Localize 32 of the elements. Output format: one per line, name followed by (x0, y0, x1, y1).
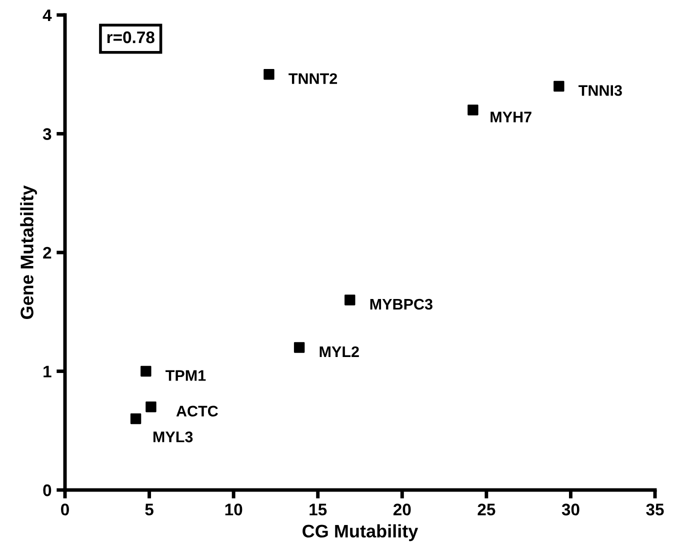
y-tick-label: 4 (42, 10, 52, 22)
y-tick-label: 0 (43, 484, 52, 496)
point (140, 366, 152, 377)
point (468, 104, 478, 116)
x-tick-label: 35 (646, 504, 664, 516)
annotation: MYL2 (320, 346, 359, 358)
x-tick-label: 20 (393, 504, 411, 516)
annotation: ACTC (176, 406, 218, 417)
x-tick-label: 25 (478, 504, 496, 516)
point (264, 69, 274, 80)
x-tick-label: 15 (310, 504, 327, 516)
annotation: TNNT2 (288, 73, 338, 84)
point (146, 402, 156, 412)
x-tick-label: 10 (225, 504, 242, 516)
x-tick-label: 30 (562, 504, 580, 516)
x-tick-label: 0 (61, 504, 69, 516)
y-axis-title: Gene Mutability (20, 185, 37, 319)
y-tick-label: 3 (42, 128, 52, 140)
x-tick-label: 5 (145, 504, 154, 516)
point (554, 80, 564, 92)
annotation: MYL3 (153, 431, 193, 442)
annotation: TPM1 (166, 370, 206, 381)
x-axis-title: CG Mutability (302, 524, 418, 542)
point (344, 294, 356, 306)
annotation: r=0.78 (107, 31, 154, 44)
annotation: MYH7 (490, 112, 532, 122)
y-tick-label: 2 (43, 246, 52, 259)
point (130, 413, 142, 424)
annotation: TNNI3 (578, 85, 622, 96)
annotation: MYBPC3 (370, 298, 432, 310)
y-tick-label: 1 (44, 366, 52, 378)
point (294, 342, 305, 353)
